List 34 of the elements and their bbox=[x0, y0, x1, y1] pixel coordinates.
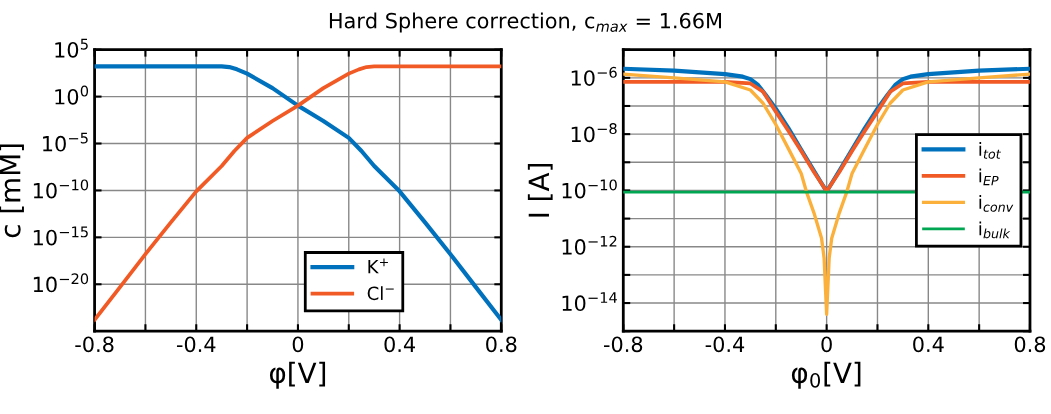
x-tick-label: -0.8 bbox=[75, 336, 114, 353]
legend-label: Cl$^{−}$ bbox=[367, 286, 394, 301]
y-axis-title: I [A] bbox=[527, 163, 553, 217]
y-tick-label: 10$^{−14}$ bbox=[562, 292, 617, 312]
y-tick-label: 10$^{−5}$ bbox=[43, 132, 88, 152]
y-tick-label: 10$^{−20}$ bbox=[33, 273, 89, 293]
legend-label: i$_{EP}$ bbox=[979, 168, 999, 186]
x-tick-label: 0.4 bbox=[384, 336, 416, 353]
y-tick-label: 10$^{0}$ bbox=[55, 85, 89, 105]
x-tick-label: 0.8 bbox=[1014, 336, 1046, 353]
y-tick-label: 10$^{−8}$ bbox=[571, 123, 617, 143]
y-tick-label: 10$^{−6}$ bbox=[571, 66, 617, 86]
x-tick-label: -0.4 bbox=[705, 336, 745, 353]
x-tick-label: -0.8 bbox=[603, 336, 643, 353]
x-axis-title: φ[V] bbox=[269, 361, 326, 389]
x-tick-label: 0 bbox=[292, 336, 304, 353]
y-tick-label: 10$^{−15}$ bbox=[33, 226, 88, 246]
legend-label: i$_{bulk}$ bbox=[979, 221, 1011, 239]
legend-label: i$_{tot}$ bbox=[979, 141, 1002, 159]
y-tick-label: 10$^{−10}$ bbox=[562, 179, 617, 199]
x-tick-label: 0.4 bbox=[913, 336, 944, 353]
x-tick-label: -0.4 bbox=[176, 336, 216, 353]
line-series bbox=[94, 64, 502, 322]
legend-label: K$^{+}$ bbox=[368, 258, 388, 274]
chart-title: Hard Sphere correction, c$_{max}$ = 1.66M bbox=[329, 12, 721, 33]
x-tick-label: 0 bbox=[821, 336, 832, 353]
legend-label: i$_{conv}$ bbox=[979, 194, 1014, 212]
y-axis-title: c [mM] bbox=[0, 144, 24, 238]
line-series bbox=[623, 72, 1030, 316]
y-tick-label: 10$^{−12}$ bbox=[562, 235, 617, 255]
x-axis-title: φ$_{0}$[V] bbox=[791, 361, 861, 389]
x-tick-label: 0.8 bbox=[486, 336, 517, 353]
y-tick-label: 10$^{5}$ bbox=[55, 38, 88, 58]
y-tick-label: 10$^{−10}$ bbox=[33, 179, 89, 199]
